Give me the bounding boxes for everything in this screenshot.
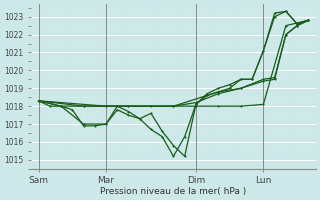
X-axis label: Pression niveau de la mer( hPa ): Pression niveau de la mer( hPa ) (100, 187, 247, 196)
